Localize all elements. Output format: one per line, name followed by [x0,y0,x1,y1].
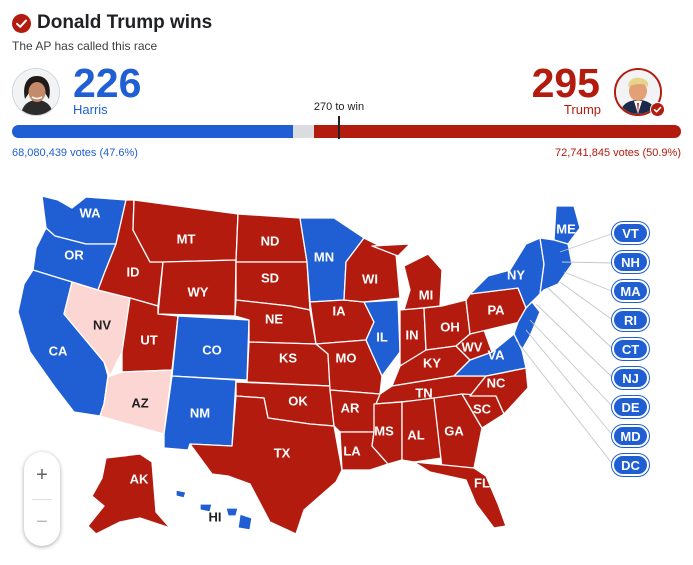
title-row: Donald Trump wins [12,12,212,34]
state-WY[interactable] [157,259,237,317]
state-AR[interactable] [329,389,381,433]
state-CO[interactable] [171,315,250,381]
state-FL[interactable] [413,461,507,529]
state-ME[interactable] [553,205,581,245]
results-map[interactable]: WA OR CA NV ID MT WY UT AZ CO NM ND SD NE KS OK TX MN IA MO… [0,180,693,565]
harris-bar-segment [12,125,294,138]
state-GA[interactable] [433,393,483,469]
state-HI[interactable] [175,489,253,531]
small-state-RI[interactable]: RI [612,309,649,331]
harris-popular-votes: 68,080,439 votes (47.6%) [12,147,138,159]
zoom-out-button[interactable]: − [36,511,48,533]
zoom-controls: + − [24,452,60,546]
state-WV[interactable] [455,329,493,361]
trump-name: Trump [563,102,601,117]
race-title: Donald Trump wins [37,12,213,33]
state-AZ[interactable] [99,369,173,435]
small-state-MA[interactable]: MA [612,280,649,302]
state-WI[interactable] [343,237,401,303]
state-IA[interactable] [309,299,375,345]
winner-badge-icon [650,102,665,117]
harris-name: Harris [73,102,108,117]
us-map-svg[interactable]: WAORCANVIDMTWYUTAZCONMNDSDNEKSOKTXMNIAMO… [0,180,693,565]
state-NM[interactable] [163,375,237,451]
small-state-DC[interactable]: DC [612,454,649,476]
small-state-NJ[interactable]: NJ [612,367,649,389]
small-state-leader-lines [515,232,615,467]
threshold-label: 270 to win [313,101,365,113]
zoom-in-button[interactable]: + [36,464,48,486]
zoom-divider [32,499,52,500]
harris-avatar [12,68,60,116]
trump-bar-segment [314,125,681,138]
state-AK[interactable] [87,453,171,535]
state-KS[interactable] [246,341,331,387]
race-subtitle: The AP has called this race [12,39,158,53]
state-TX[interactable] [189,395,343,535]
trump-avatar [614,68,662,116]
small-state-DE[interactable]: DE [612,396,649,418]
small-state-VT[interactable]: VT [612,222,649,244]
state-MT[interactable] [132,199,239,263]
state-AL[interactable] [401,397,443,463]
harris-electoral-votes: 226 [73,60,142,106]
threshold-marker [338,116,340,139]
small-state-CT[interactable]: CT [612,338,649,360]
electoral-vote-bar [12,125,681,138]
small-state-MD[interactable]: MD [612,425,649,447]
small-state-NH[interactable]: NH [612,251,649,273]
state-northeast-small[interactable] [513,237,573,351]
state-IL[interactable] [363,299,401,377]
winner-check-icon [12,13,31,33]
trump-electoral-votes: 295 [531,60,600,106]
state-ND[interactable] [235,213,308,263]
trump-popular-votes: 72,741,845 votes (50.9%) [555,147,681,159]
undecided-bar-segment [293,125,315,138]
